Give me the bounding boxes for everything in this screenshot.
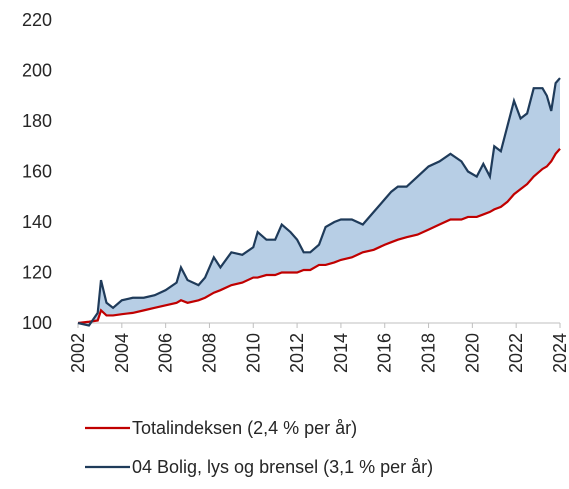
line-series — [77, 77, 561, 327]
x-tick-label: 2010 — [243, 333, 263, 373]
x-tick-label: 2008 — [199, 333, 219, 373]
y-tick-label: 220 — [22, 10, 52, 30]
x-tick-label: 2012 — [287, 333, 307, 373]
x-tick-label: 2014 — [331, 333, 351, 373]
legend-label: Totalindeksen (2,4 % per år) — [132, 418, 357, 438]
x-tick-label: 2004 — [112, 333, 132, 373]
x-tick-label: 2002 — [68, 333, 88, 373]
x-tick-label: 2022 — [506, 333, 526, 373]
x-tick-label: 2016 — [375, 333, 395, 373]
y-tick-label: 200 — [22, 61, 52, 81]
y-tick-label: 160 — [22, 162, 52, 182]
x-tick-label: 2024 — [550, 333, 569, 373]
x-tick-label: 2006 — [156, 333, 176, 373]
x-tick-label: 2018 — [419, 333, 439, 373]
y-tick-label: 180 — [22, 111, 52, 131]
band-fill — [78, 78, 560, 326]
x-tick-label: 2020 — [462, 333, 482, 373]
y-tick-label: 100 — [22, 313, 52, 333]
y-tick-label: 140 — [22, 212, 52, 232]
legend-label: 04 Bolig, lys og brensel (3,1 % per år) — [132, 457, 433, 477]
y-tick-label: 120 — [22, 263, 52, 283]
line-series — [77, 148, 561, 325]
